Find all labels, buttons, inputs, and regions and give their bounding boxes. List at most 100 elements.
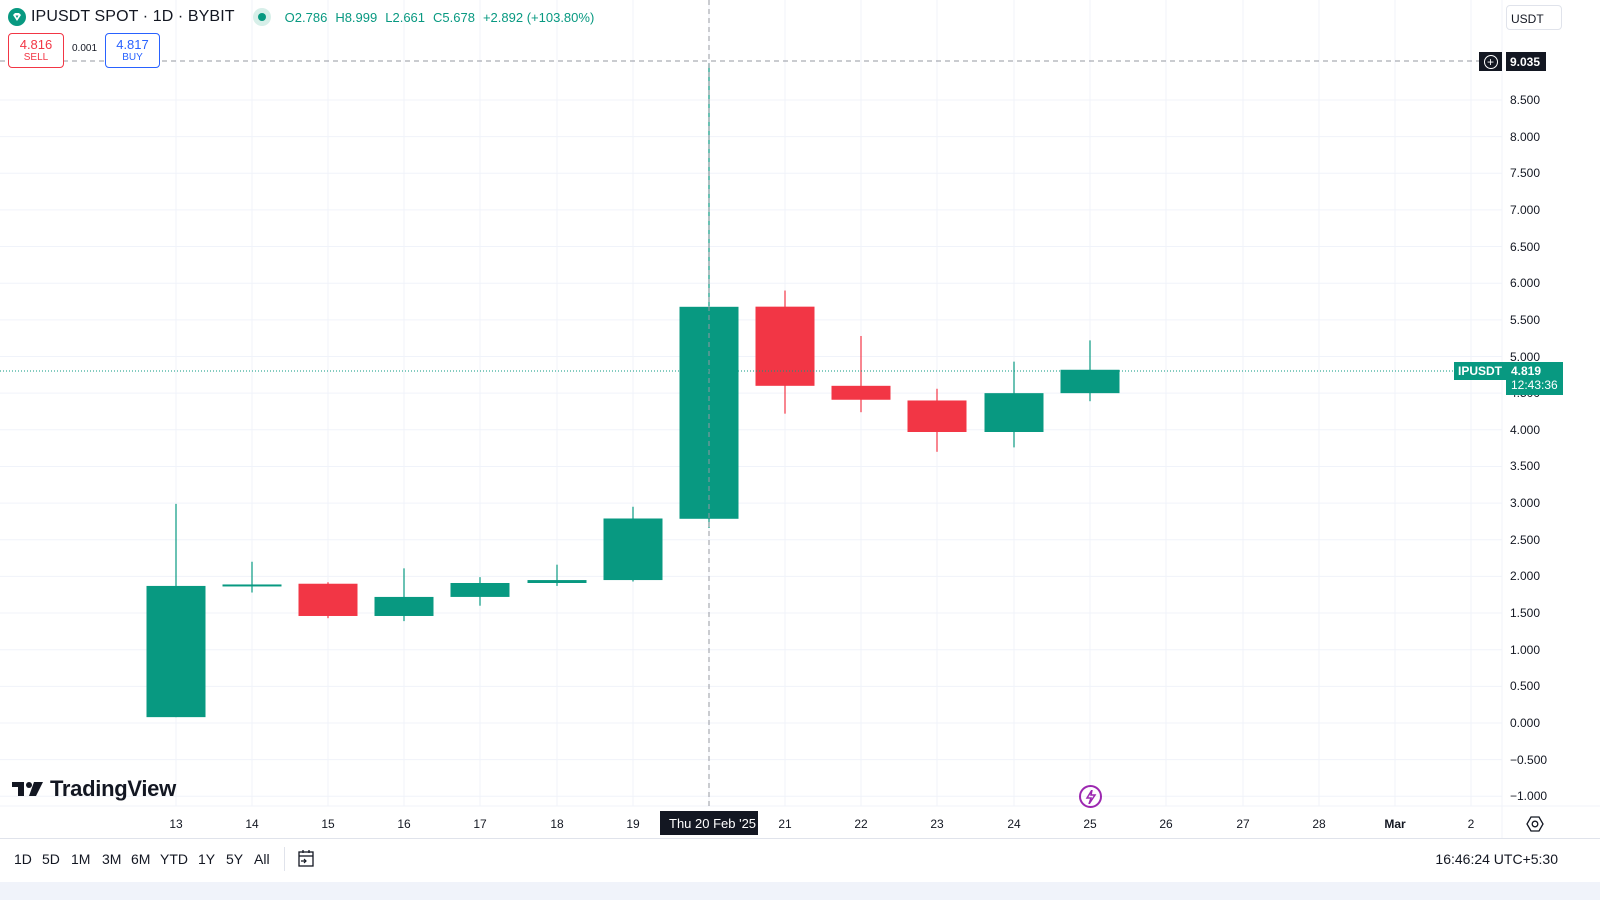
candle-feb-15[interactable] bbox=[298, 583, 358, 616]
candle-feb-19[interactable] bbox=[603, 518, 663, 581]
range-button-1y[interactable]: 1Y bbox=[198, 851, 216, 867]
buy-price: 4.817 bbox=[116, 36, 149, 52]
last-price-symbol-tag: IPUSDT bbox=[1454, 362, 1507, 380]
crosshair-date-label: Thu 20 Feb '25 bbox=[660, 811, 758, 835]
crosshair-price-label: 9.035 bbox=[1506, 52, 1546, 71]
plus-icon: + bbox=[1483, 54, 1498, 69]
price-tick-label: 6.500 bbox=[1510, 239, 1541, 254]
candle-feb-17[interactable] bbox=[450, 582, 510, 597]
price-tick-label: 3.500 bbox=[1510, 459, 1541, 474]
close-label: C bbox=[433, 9, 443, 25]
range-button-3m[interactable]: 3M bbox=[102, 851, 122, 867]
price-tick-label: 8.500 bbox=[1510, 92, 1541, 107]
price-tick-label: 6.000 bbox=[1510, 276, 1541, 291]
price-tick-label: 7.000 bbox=[1510, 202, 1541, 217]
price-tick-label: −1.000 bbox=[1510, 789, 1548, 804]
candle-feb-25[interactable] bbox=[1060, 369, 1120, 394]
price-tick-label: 0.500 bbox=[1510, 679, 1541, 694]
spread-value: 0.001 bbox=[71, 43, 98, 54]
open-label: O bbox=[284, 9, 295, 25]
candle-feb-13[interactable] bbox=[146, 585, 206, 718]
price-tick-label: 5.000 bbox=[1510, 349, 1541, 364]
range-button-all[interactable]: All bbox=[254, 851, 270, 867]
buy-label: BUY bbox=[122, 52, 143, 64]
low-label: L bbox=[385, 9, 393, 25]
candle-feb-21[interactable] bbox=[755, 306, 815, 386]
tradingview-mark-icon bbox=[12, 782, 43, 796]
range-button-5y[interactable]: 5Y bbox=[226, 851, 244, 867]
time-tick-label: 19 bbox=[626, 817, 640, 831]
open-value: 2.786 bbox=[294, 9, 328, 25]
candle-feb-23[interactable] bbox=[907, 400, 967, 432]
time-tick-label: 27 bbox=[1236, 817, 1250, 831]
time-tick-label: 22 bbox=[854, 817, 868, 831]
chart-pane[interactable]: IPUSDT SPOT · 1D · BYBIT O2.786 H8.999 L… bbox=[0, 0, 1600, 838]
range-button-1d[interactable]: 1D bbox=[14, 851, 32, 867]
go-to-date-calendar-icon[interactable] bbox=[296, 848, 316, 868]
sell-price: 4.816 bbox=[19, 36, 53, 52]
candlestick-plot[interactable] bbox=[0, 0, 1600, 838]
add-alert-button[interactable]: + bbox=[1479, 52, 1502, 71]
price-tick-label: 1.000 bbox=[1510, 642, 1541, 657]
time-tick-label: 21 bbox=[778, 817, 792, 831]
range-button-ytd[interactable]: YTD bbox=[160, 851, 188, 867]
time-tick-label: 28 bbox=[1312, 817, 1326, 831]
price-tick-label: 1.500 bbox=[1510, 606, 1541, 621]
time-tick-label: 15 bbox=[321, 817, 335, 831]
ohlc-values: O2.786 H8.999 L2.661 C5.678 +2.892 (+103… bbox=[285, 10, 595, 25]
price-tick-label: 7.500 bbox=[1510, 166, 1541, 181]
symbol-logo-icon bbox=[8, 8, 26, 26]
time-tick-label: 23 bbox=[930, 817, 944, 831]
candle-feb-18[interactable] bbox=[527, 580, 587, 583]
lightning-event-icon[interactable] bbox=[1079, 785, 1102, 808]
time-tick-label: 2 bbox=[1467, 817, 1475, 831]
price-tick-label: 0.000 bbox=[1510, 716, 1541, 730]
range-button-6m[interactable]: 6M bbox=[131, 851, 151, 867]
time-tick-label: Mar bbox=[1384, 817, 1406, 831]
time-tick-label: 24 bbox=[1007, 817, 1021, 831]
bar-countdown: 12:43:36 bbox=[1511, 378, 1558, 392]
tradingview-logo[interactable]: TradingView bbox=[12, 776, 176, 802]
timezone-clock[interactable]: 16:46:24 UTC+5:30 bbox=[1435, 851, 1558, 867]
last-price-value: 4.819 bbox=[1511, 364, 1542, 378]
sell-label: SELL bbox=[23, 52, 49, 64]
axis-settings-icon[interactable] bbox=[1526, 815, 1544, 833]
bottom-toolbar: 1D 5D 1M 3M 6M YTD 1Y 5Y All 16:46:24 UTC+5:30 bbox=[0, 838, 1600, 882]
currency-unit-button[interactable]: USDT bbox=[1506, 5, 1562, 30]
time-tick-label: 26 bbox=[1159, 817, 1173, 831]
footer-strip bbox=[0, 882, 1600, 900]
price-tick-label: 8.000 bbox=[1510, 129, 1541, 144]
price-tick-label: 5.500 bbox=[1510, 312, 1541, 327]
buy-button[interactable]: 4.817 BUY bbox=[105, 33, 160, 68]
time-tick-label: 16 bbox=[397, 817, 411, 831]
last-price-label: 4.819 12:43:36 bbox=[1506, 362, 1563, 395]
range-button-1m[interactable]: 1M bbox=[71, 851, 91, 867]
high-value: 8.999 bbox=[344, 9, 378, 25]
symbol-title[interactable]: IPUSDT SPOT · 1D · BYBIT bbox=[31, 8, 235, 25]
time-tick-label: 13 bbox=[169, 817, 183, 831]
price-tick-label: 2.500 bbox=[1510, 532, 1541, 547]
price-tick-label: 4.000 bbox=[1510, 422, 1541, 437]
high-label: H bbox=[335, 9, 345, 25]
candle-feb-14[interactable] bbox=[222, 584, 282, 587]
time-tick-label: 25 bbox=[1083, 817, 1097, 831]
candle-feb-16[interactable] bbox=[374, 596, 434, 616]
toolbar-divider bbox=[284, 847, 285, 871]
range-button-5d[interactable]: 5D bbox=[42, 851, 60, 867]
price-tick-label: 3.000 bbox=[1510, 496, 1541, 511]
price-tick-label: −0.500 bbox=[1510, 752, 1548, 767]
market-status-icon[interactable] bbox=[252, 8, 271, 26]
close-value: 5.678 bbox=[442, 9, 475, 25]
time-tick-label: 18 bbox=[550, 817, 564, 831]
time-tick-label: 17 bbox=[473, 817, 487, 831]
low-value: 2.661 bbox=[392, 9, 426, 25]
sell-button[interactable]: 4.816 SELL bbox=[8, 33, 64, 68]
time-tick-label: 14 bbox=[245, 817, 259, 831]
price-tick-label: 2.000 bbox=[1510, 569, 1541, 584]
change-value: +2.892 (+103.80%) bbox=[482, 9, 595, 25]
tradingview-wordmark: TradingView bbox=[50, 776, 176, 801]
candle-feb-22[interactable] bbox=[831, 385, 891, 400]
symbol-legend: IPUSDT SPOT · 1D · BYBIT O2.786 H8.999 L… bbox=[8, 6, 594, 28]
candle-feb-24[interactable] bbox=[984, 393, 1044, 432]
